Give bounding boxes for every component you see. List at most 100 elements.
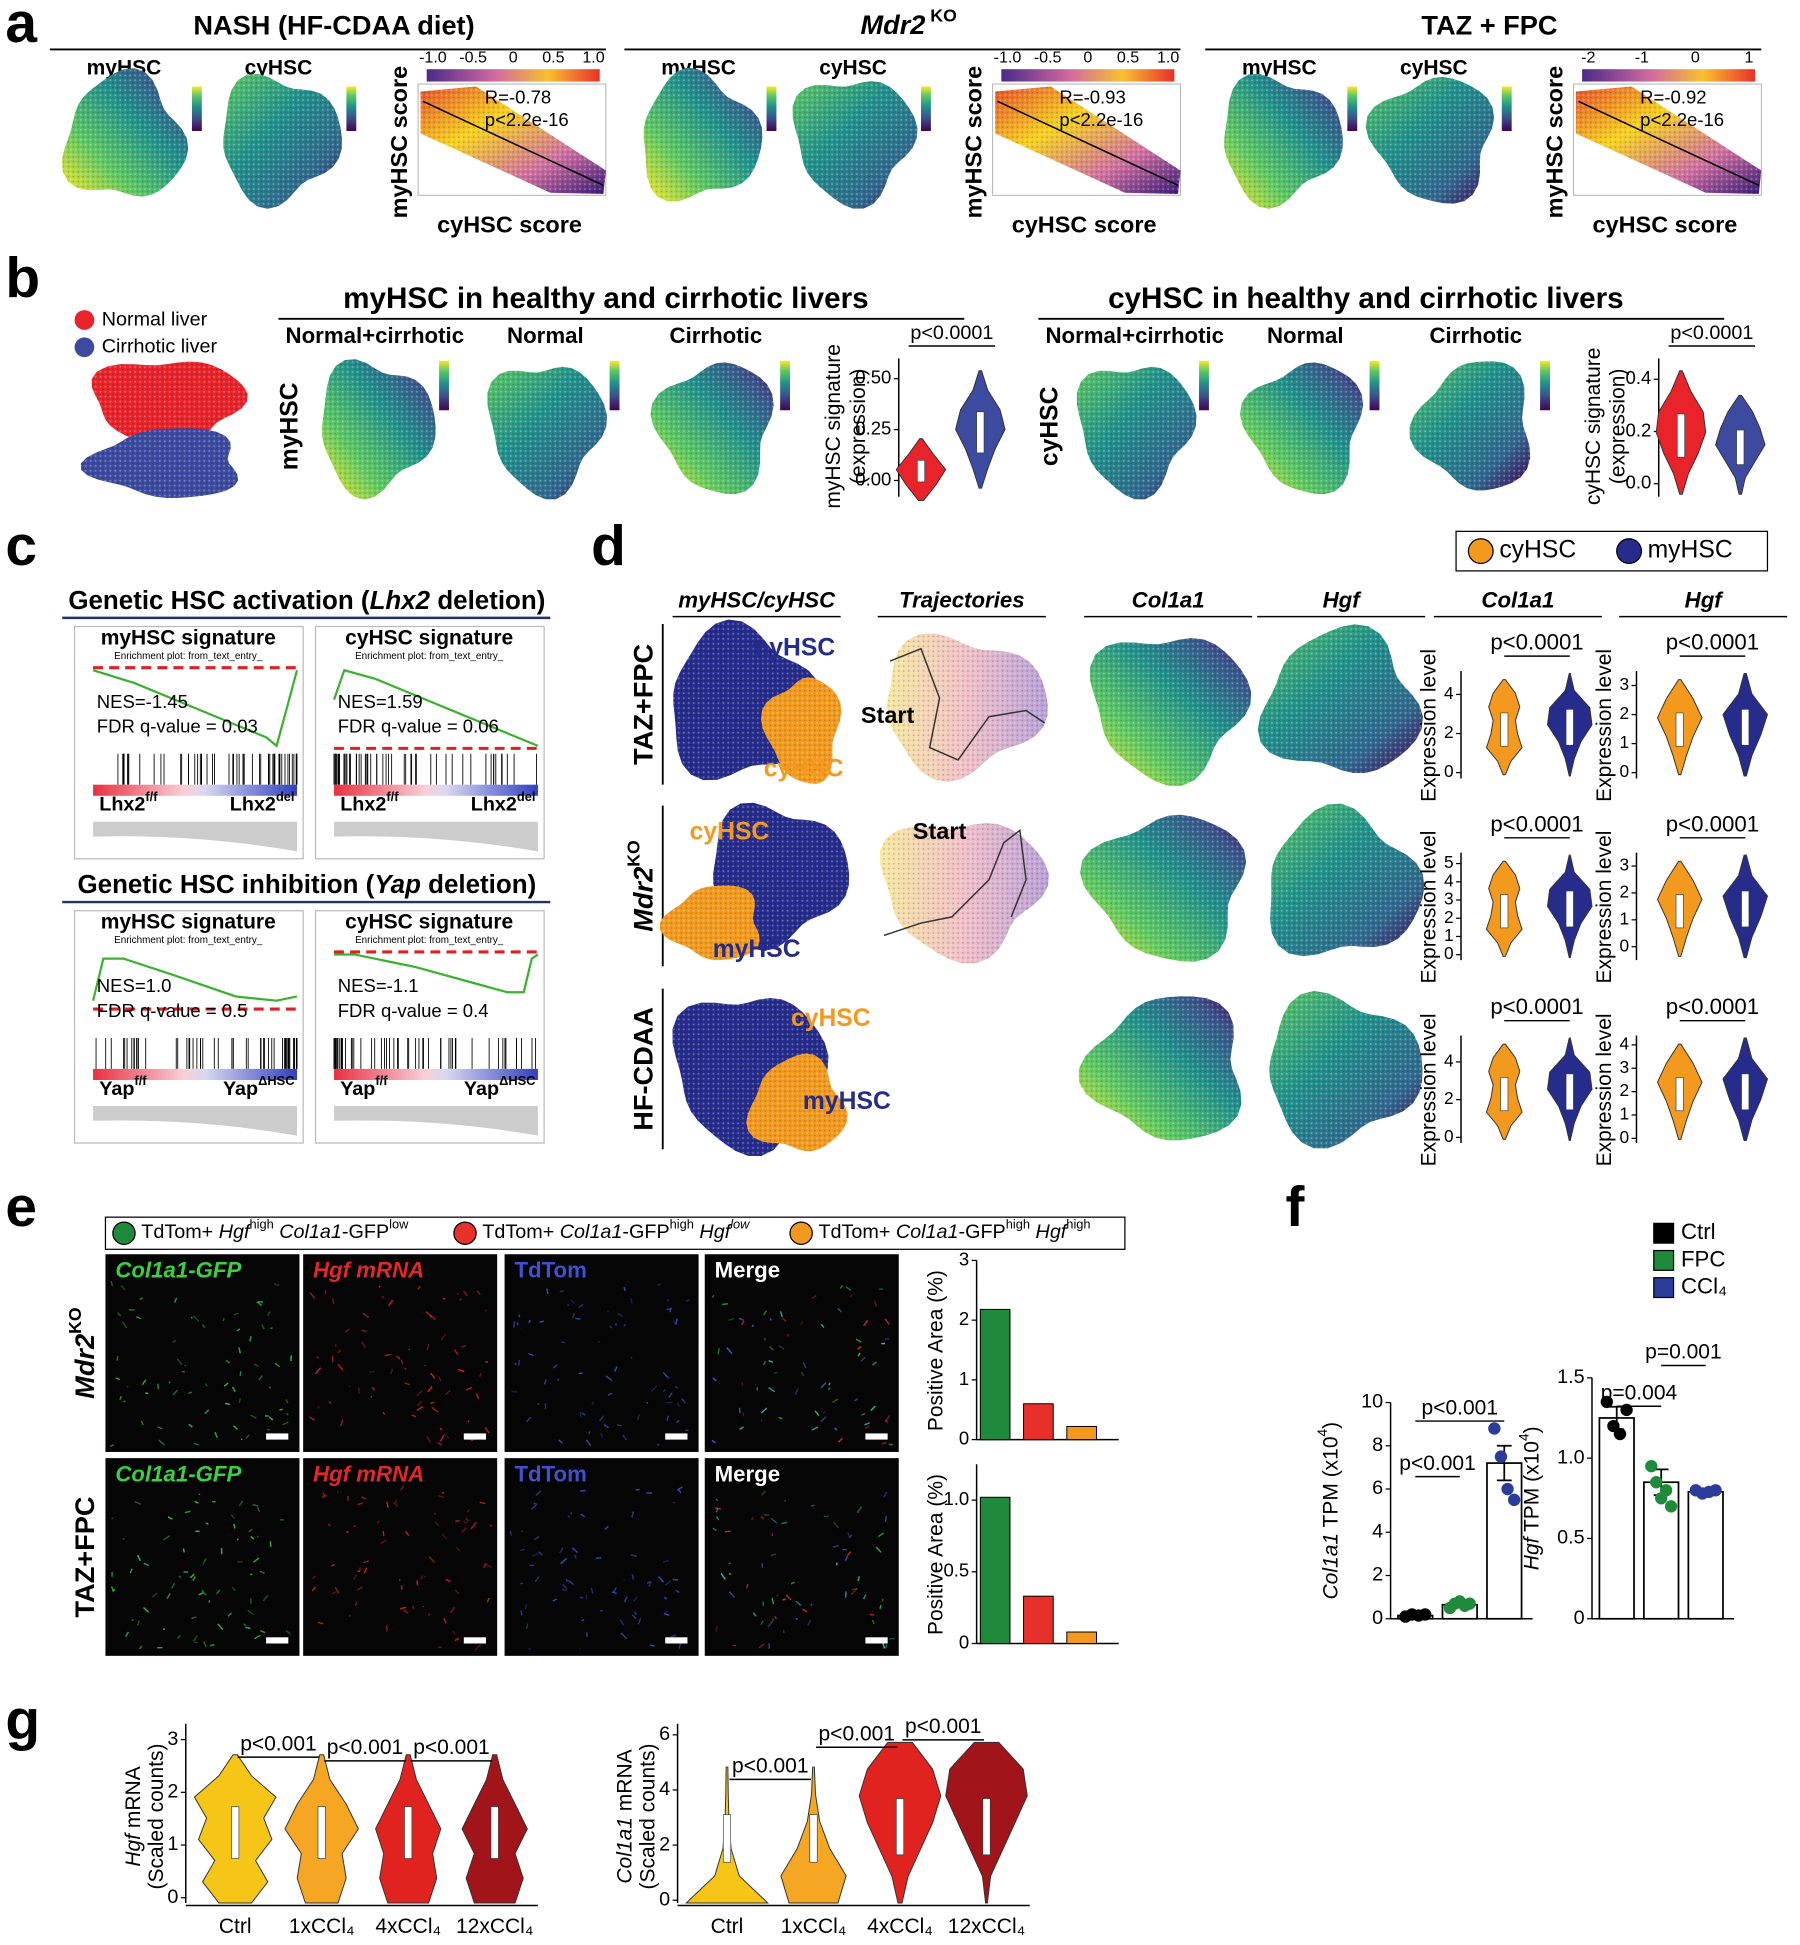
cell-signal: [570, 1512, 573, 1515]
p-value: p<0.0001: [1670, 322, 1753, 344]
cell-signal: [460, 1344, 467, 1348]
cell-signal: [715, 1507, 719, 1513]
text-part: Hgf: [1030, 1221, 1069, 1243]
cell-signal: [632, 1596, 638, 1602]
cell-signal: [581, 1412, 586, 1416]
cell-signal: [309, 1416, 315, 1421]
cell-signal: [619, 1619, 625, 1626]
x-tick-label: Ctrl: [219, 1915, 252, 1938]
cell-signal: [822, 1411, 826, 1414]
cell-signal: [479, 1372, 482, 1378]
cell-signal: [475, 1393, 480, 1400]
gsea-frame: [73, 910, 304, 1144]
violin-box: [1565, 1073, 1574, 1111]
cell-signal: [881, 1598, 884, 1602]
colorbar-label: 0: [509, 48, 518, 66]
y-tick-label: 8: [1372, 1434, 1383, 1456]
cell-signal: [217, 1623, 224, 1631]
cell-signal: [720, 1572, 726, 1580]
cell-signal: [238, 1347, 241, 1354]
cell-signal: [334, 1344, 337, 1348]
colorbar-label: -2: [1581, 48, 1595, 66]
cell-signal: [864, 1425, 870, 1429]
cell-signal: [860, 1356, 866, 1362]
axis-label: Expression level: [1418, 831, 1441, 984]
cell-signal: [431, 1406, 439, 1413]
cell-signal: [188, 1423, 193, 1428]
y-tick-label: 4: [1619, 1033, 1629, 1053]
cell-signal: [681, 1398, 686, 1404]
text-part: Yap: [464, 1078, 499, 1100]
umap-texture: [1269, 990, 1423, 1149]
cell-signal: [637, 1618, 642, 1625]
cell-signal: [609, 1325, 613, 1329]
cell-signal: [270, 1327, 273, 1330]
gsea-frame: [314, 910, 545, 1144]
rank-metric: [93, 821, 297, 852]
colorbar: [766, 86, 777, 131]
cell-signal: [745, 1583, 749, 1589]
cell-signal: [664, 1580, 672, 1586]
scatter-frame: [1573, 83, 1762, 196]
p-value: p<0.001: [413, 1736, 489, 1759]
bar: [1023, 1403, 1054, 1441]
cell-signal: [751, 1516, 754, 1521]
cell-signal: [131, 1619, 135, 1622]
cell-signal: [514, 1362, 517, 1366]
cell-signal: [663, 1612, 670, 1617]
violin-box: [1500, 712, 1509, 747]
cell-signal: [758, 1643, 765, 1649]
p-value: p<0.001: [819, 1722, 896, 1745]
cell-signal: [245, 1626, 251, 1630]
cell-signal: [761, 1490, 767, 1496]
cell-signal: [847, 1532, 851, 1539]
cell-signal: [134, 1500, 141, 1505]
cell-signal: [611, 1591, 617, 1595]
cell-signal: [442, 1297, 446, 1300]
cell-signal: [560, 1557, 568, 1565]
cell-signal: [579, 1411, 582, 1418]
cell-signal: [371, 1386, 376, 1391]
cell-signal: [168, 1381, 171, 1384]
cell-signal: [453, 1349, 459, 1356]
axis-label: (Scaled counts): [637, 1744, 660, 1890]
cell-signal: [433, 1512, 437, 1515]
violin-box: [809, 1814, 818, 1863]
data-point: [1507, 1493, 1521, 1507]
cell-signal: [779, 1311, 784, 1318]
axis-label: cyHSC signature: [1582, 348, 1605, 506]
cell-signal: [650, 1385, 658, 1392]
cell-signal: [711, 1294, 715, 1298]
legend-swatch: [74, 337, 95, 358]
cell-signal: [591, 1401, 595, 1406]
group-label: Lhx2f/f: [99, 789, 158, 816]
cell-signal: [855, 1338, 862, 1343]
cell-signal: [452, 1630, 457, 1636]
legend-swatch: [1467, 538, 1494, 565]
cell-signal: [399, 1485, 405, 1491]
cell-signal: [467, 1419, 470, 1423]
column-title: myHSC/cyHSC: [678, 588, 836, 613]
colorbar: [609, 360, 620, 411]
cell-signal: [849, 1294, 853, 1298]
column-title: Hgf: [1685, 588, 1725, 613]
cell-signal: [312, 1575, 316, 1580]
cell-signal: [533, 1536, 540, 1541]
micrograph: [303, 1458, 498, 1656]
legend-label: TdTom+ Col1a1-GFPhigh Hgflow: [482, 1217, 750, 1244]
legend-label: Ctrl: [1681, 1219, 1716, 1244]
legend-label: CCl₄: [1681, 1273, 1727, 1298]
cell-signal: [573, 1554, 578, 1559]
y-tick-label: 0: [1372, 1607, 1383, 1629]
y-tick-label: 3: [1619, 674, 1629, 694]
panel-label: d: [591, 515, 626, 578]
axis-label: Expression level: [1593, 649, 1616, 802]
text-part: deletion): [430, 587, 545, 615]
colorbar: [780, 360, 791, 411]
cell-signal: [885, 1414, 891, 1422]
cell-signal: [850, 1587, 858, 1595]
cell-signal: [125, 1631, 130, 1638]
cell-signal: [781, 1521, 788, 1525]
cell-signal: [888, 1443, 893, 1446]
